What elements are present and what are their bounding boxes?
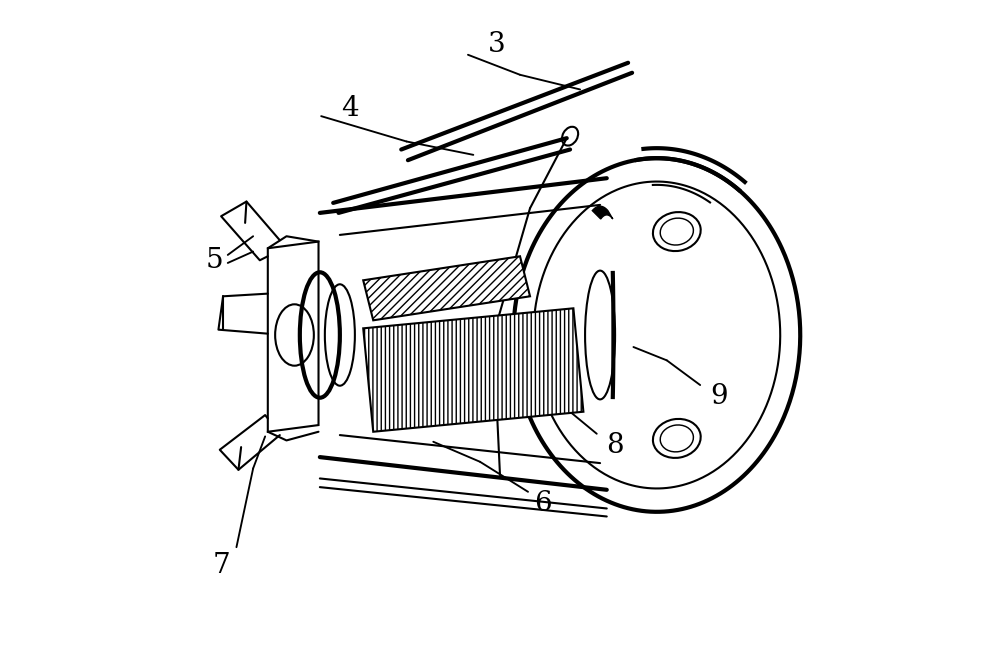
Polygon shape [592, 206, 613, 219]
Text: 9: 9 [710, 383, 728, 410]
Text: 8: 8 [606, 431, 624, 458]
Text: 3: 3 [488, 31, 505, 58]
Polygon shape [363, 308, 583, 431]
Text: 7: 7 [212, 551, 230, 579]
Text: 6: 6 [535, 490, 552, 517]
Polygon shape [363, 256, 530, 320]
Text: 4: 4 [341, 94, 359, 122]
Text: 5: 5 [206, 247, 223, 274]
